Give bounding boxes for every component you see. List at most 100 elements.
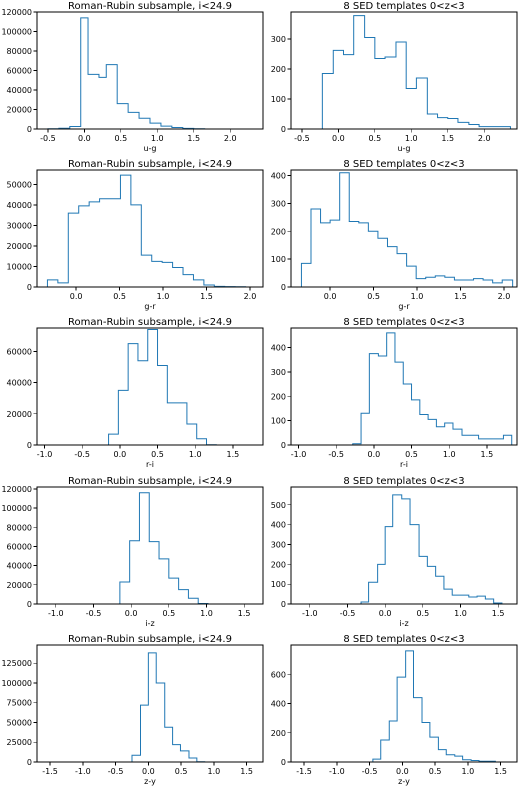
- histogram-step: [119, 492, 209, 605]
- panel-9: -1.5 -1.0 -0.5 0.0 0.5 1.0 1.5 0 25000 50000 75000…: [1, 634, 264, 786]
- x-tick-label: -0.5: [328, 450, 344, 459]
- x-tick-label: 0.0: [113, 450, 126, 459]
- y-tick-label: 0: [27, 600, 32, 609]
- x-tick-label: 1.0: [157, 292, 170, 301]
- y-tick-label: 100000: [1, 28, 32, 37]
- x-tick-label: 1.0: [411, 292, 424, 301]
- x-axis-label: g-r: [144, 302, 156, 311]
- x-tick-label: 1.0: [200, 609, 213, 618]
- panel-8: -1.0 -0.5 0.0 0.5 1.0 1.5 0 100 200 300 400 500 8 SE…: [271, 476, 518, 628]
- y-tick-label: 60000: [7, 347, 32, 356]
- axes-frame: [36, 327, 264, 446]
- axes-frame: [36, 11, 264, 130]
- y-tick-label: 40000: [7, 86, 32, 95]
- x-tick-label: 2.0: [478, 134, 491, 143]
- x-tick-label: -1.5: [42, 767, 58, 776]
- x-tick-label: 1.5: [226, 450, 239, 459]
- x-tick-label: -0.5: [294, 134, 310, 143]
- histogram-step: [108, 329, 217, 446]
- x-tick-label: -0.5: [40, 134, 56, 143]
- y-tick-label: 120000: [1, 8, 32, 17]
- y-tick-label: 0: [281, 758, 286, 767]
- y-tick-label: 30000: [7, 221, 32, 230]
- y-tick-label: 40000: [7, 379, 32, 388]
- x-tick-label: -0.5: [86, 609, 102, 618]
- axes-frame: [290, 327, 518, 446]
- panel-title: Roman-Rubin subsample, i<24.9: [68, 159, 232, 170]
- x-tick-label: -1.0: [37, 450, 53, 459]
- axes-frame: [290, 644, 518, 763]
- y-tick-label: 100000: [1, 679, 32, 688]
- y-tick-label: 300: [271, 541, 286, 550]
- y-tick-label: 300: [271, 368, 286, 377]
- x-tick-label: 0.0: [125, 609, 138, 618]
- panel-1: -0.5 0.0 0.5 1.0 1.5 2.0 0 20000 40000 60000 80000…: [1, 1, 264, 153]
- histogram-step: [131, 652, 206, 763]
- y-tick-label: 120000: [1, 485, 32, 494]
- x-tick-label: -1.0: [329, 767, 345, 776]
- y-tick-label: 60000: [7, 542, 32, 551]
- x-tick-label: 2.0: [244, 292, 257, 301]
- y-tick-label: 60000: [7, 67, 32, 76]
- y-tick-label: 200: [271, 227, 286, 236]
- x-tick-label: 0.5: [114, 134, 127, 143]
- y-tick-label: 50000: [7, 180, 32, 189]
- panel-6: -1.0 -0.5 0.0 0.5 1.0 1.5 0 100 200 300 400 8 SED t…: [271, 317, 518, 469]
- x-tick-label: 1.5: [480, 450, 493, 459]
- y-tick-label: 200: [271, 392, 286, 401]
- x-tick-label: 0.5: [416, 609, 429, 618]
- x-tick-label: -1.0: [48, 609, 64, 618]
- panel-10: -1.5 -1.0 -0.5 0.0 0.5 1.0 1.5 0 200 400 600 8 SED …: [271, 634, 518, 786]
- histogram-step: [352, 332, 513, 445]
- x-tick-label: 1.0: [208, 767, 221, 776]
- x-tick-label: 2.0: [498, 292, 511, 301]
- y-tick-label: 20000: [7, 410, 32, 419]
- x-tick-label: 2.0: [224, 134, 237, 143]
- x-tick-label: 0.5: [367, 292, 380, 301]
- x-tick-label: -0.5: [74, 450, 90, 459]
- x-tick-label: 0.5: [429, 767, 442, 776]
- y-tick-label: 125000: [1, 659, 32, 668]
- x-tick-label: 0.0: [367, 450, 380, 459]
- x-tick-label: 0.0: [78, 134, 91, 143]
- histogram-step: [300, 172, 514, 287]
- y-tick-label: 0: [281, 441, 286, 450]
- y-tick-label: 10000: [7, 262, 32, 271]
- y-tick-label: 0: [281, 125, 286, 134]
- panel-title: 8 SED templates 0<z<3: [343, 159, 464, 170]
- histogram-step: [321, 15, 511, 129]
- axes-frame: [290, 169, 518, 288]
- histogram-step: [372, 650, 496, 762]
- y-tick-label: 0: [27, 283, 32, 292]
- panel-5: -1.0 -0.5 0.0 0.5 1.0 1.5 0 20000 40000 60000 Roma…: [7, 317, 264, 469]
- x-tick-label: 1.5: [492, 609, 505, 618]
- y-tick-label: 40000: [7, 562, 32, 571]
- x-axis-label: u-g: [143, 144, 156, 153]
- panel-3: 0.0 0.5 1.0 1.5 2.0 0 10000 20000 30000 40000 5000…: [7, 159, 264, 311]
- panel-2: -0.5 0.0 0.5 1.0 1.5 2.0 0 100 200 300 8 SED templ…: [271, 1, 518, 153]
- panel-title: Roman-Rubin subsample, i<24.9: [68, 634, 232, 645]
- y-tick-label: 80000: [7, 47, 32, 56]
- x-tick-label: 1.5: [240, 767, 253, 776]
- x-tick-label: 1.5: [494, 767, 507, 776]
- y-tick-label: 600: [271, 670, 286, 679]
- x-tick-label: 1.0: [454, 609, 467, 618]
- x-tick-label: -0.5: [362, 767, 378, 776]
- y-tick-label: 40000: [7, 201, 32, 210]
- y-tick-label: 0: [281, 600, 286, 609]
- x-tick-label: 1.5: [187, 134, 200, 143]
- x-tick-label: 1.0: [189, 450, 202, 459]
- x-axis-label: z-y: [144, 777, 156, 786]
- histogram-step: [46, 174, 247, 288]
- x-tick-label: -1.5: [296, 767, 312, 776]
- x-tick-label: 0.0: [324, 292, 337, 301]
- y-tick-label: 100000: [1, 504, 32, 513]
- y-tick-label: 400: [271, 521, 286, 530]
- x-tick-label: 1.0: [443, 450, 456, 459]
- panel-title: 8 SED templates 0<z<3: [343, 317, 464, 328]
- y-tick-label: 400: [271, 344, 286, 353]
- x-axis-label: i-z: [399, 619, 408, 628]
- panel-title: Roman-Rubin subsample, i<24.9: [68, 1, 232, 12]
- x-axis-label: z-y: [398, 777, 410, 786]
